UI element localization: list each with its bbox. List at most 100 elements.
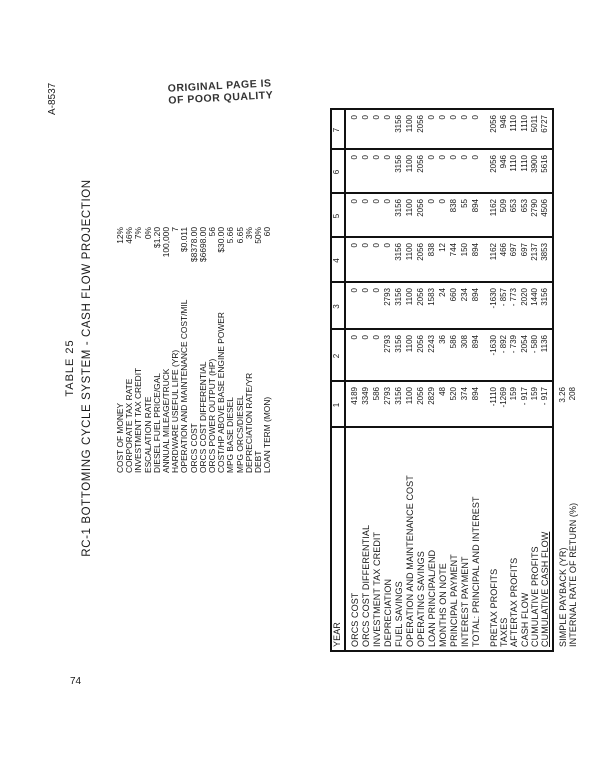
table-column-rule xyxy=(330,108,552,110)
table-row-cell: 0 xyxy=(449,115,458,120)
table-row-cell: 0 xyxy=(427,115,436,120)
profit-row-cell: -1630 xyxy=(489,335,498,356)
table-row-cell: 2829 xyxy=(427,387,436,405)
table-row-cell: 894 xyxy=(471,288,480,302)
table-row-cell: 0 xyxy=(361,335,370,340)
table-row-cell: 374 xyxy=(460,387,469,401)
profit-row-cell: - 917 xyxy=(519,387,529,406)
profit-row-cell: - 857 xyxy=(499,288,509,307)
table-column-rule xyxy=(330,236,552,238)
table-row-cell: 0 xyxy=(350,115,359,120)
table-row-cell: 0 xyxy=(383,155,392,160)
table-row-cell: 0 xyxy=(471,115,480,120)
summary-value: 3.26 xyxy=(558,387,567,403)
table-row-cell: 150 xyxy=(460,243,469,257)
profit-row-cell: 2137 xyxy=(529,243,539,261)
table-row-rule xyxy=(552,108,554,652)
profit-row-cell: 2790 xyxy=(529,199,539,217)
profit-row-label: AFTERTAX PROFITS xyxy=(509,557,520,647)
table-row-cell: 2793 xyxy=(383,288,392,306)
table-row-cell: 894 xyxy=(471,387,480,401)
table-row-cell: 3156 xyxy=(394,115,403,133)
table-row-cell: 48 xyxy=(438,387,447,396)
table-row-cell: 586 xyxy=(372,387,381,401)
profit-row-label: CUMULATIVE CASH FLOW xyxy=(540,531,550,647)
table-column-rule xyxy=(330,650,552,652)
profit-row-cell: 1162 xyxy=(489,243,498,261)
table-row-cell: 0 xyxy=(438,199,447,204)
profit-row-cell: 509 xyxy=(499,199,509,213)
profit-row-cell: 5616 xyxy=(540,155,549,173)
table-row-cell: 234 xyxy=(460,288,469,302)
table-number: TABLE 25 xyxy=(64,339,76,397)
table-row-label: DEPRECIATION xyxy=(383,578,393,647)
year-column-header: 7 xyxy=(332,127,341,133)
profit-row-cell: 6727 xyxy=(540,115,549,133)
table-row-cell: 0 xyxy=(460,115,469,120)
parameter-label: LOAN TERM (MON) xyxy=(262,396,273,473)
profit-row-cell: 1136 xyxy=(540,335,549,353)
table-row-cell: 2243 xyxy=(427,335,436,353)
table-column-rule xyxy=(330,380,552,382)
table-row-cell: 0 xyxy=(372,199,381,204)
table-row-cell: 3156 xyxy=(394,243,403,261)
summary-label: INTERNAL RATE OF RETURN (%) xyxy=(568,502,578,647)
table-row-cell: 308 xyxy=(460,335,469,349)
table-row-cell: 2056 xyxy=(416,335,425,353)
table-row-cell: 12 xyxy=(438,243,447,252)
table-row-cell: 0 xyxy=(372,155,381,160)
profit-row-cell: 466 xyxy=(499,243,509,257)
profit-row-cell: - 580 xyxy=(529,335,539,354)
table-row-cell: 0 xyxy=(372,243,381,248)
profit-row-cell: 1110 xyxy=(509,155,519,172)
table-row-cell: 3349 xyxy=(361,387,370,405)
document-id: A-8537 xyxy=(47,82,58,115)
table-row-cell: 3156 xyxy=(394,199,403,217)
profit-row-cell: 4506 xyxy=(540,199,549,217)
table-row-cell: 0 xyxy=(372,335,381,340)
table-column-rule xyxy=(330,148,552,150)
year-column-header: 5 xyxy=(332,213,341,219)
table-row-cell: 1100 xyxy=(405,199,414,217)
table-row-cell: 0 xyxy=(438,155,447,160)
profit-row-label: PRETAX PROFITS xyxy=(489,568,499,647)
table-row-cell: 1100 xyxy=(405,115,414,133)
table-row-cell: 1100 xyxy=(405,155,414,173)
table-row-cell: 0 xyxy=(361,155,370,160)
summary-label: SIMPLE PAYBACK (YR) xyxy=(558,547,568,647)
table-row-cell: 1100 xyxy=(405,243,414,261)
profit-row-cell: - 739 xyxy=(509,335,519,354)
year-column-header: 4 xyxy=(332,258,341,263)
profit-row-cell: - 773 xyxy=(509,288,519,307)
table-row-cell: 0 xyxy=(372,288,381,293)
table-row-cell: 3156 xyxy=(394,335,403,353)
table-row-cell: 55 xyxy=(460,199,469,208)
table-row-cell: 894 xyxy=(471,199,480,213)
table-row-cell: 24 xyxy=(438,288,447,297)
profit-row-cell: -1630 xyxy=(489,288,498,309)
profit-row-label: CASH FLOW xyxy=(519,592,530,647)
table-row-label: ORCS COST DIFFERENTIAL xyxy=(361,524,371,647)
profit-row-cell: 653 xyxy=(519,199,529,213)
table-row-cell: 0 xyxy=(383,115,392,120)
profit-row-cell: 3156 xyxy=(540,288,549,306)
profit-row-cell: 1110 xyxy=(519,115,529,132)
table-title: RC-1 BOTTOMING CYCLE SYSTEM - CASH FLOW … xyxy=(81,179,93,557)
table-row-cell: 0 xyxy=(449,155,458,160)
table-row-label: FUEL SAVINGS xyxy=(394,581,404,647)
table-row-cell: 4189 xyxy=(350,387,359,405)
table-row-cell: 36 xyxy=(438,335,447,344)
year-column-header: 1 xyxy=(332,402,341,408)
profit-row-cell: - 917 xyxy=(540,387,549,406)
table-column-rule xyxy=(330,328,552,330)
profit-row-cell: 159 xyxy=(529,387,539,401)
profit-row-cell: 1110 xyxy=(509,115,519,132)
table-row-cell: 3156 xyxy=(394,288,403,306)
table-row-cell: 0 xyxy=(471,155,480,160)
table-row-cell: 0 xyxy=(361,115,370,120)
table-row-label: PRINCIPAL PAYMENT xyxy=(449,554,459,647)
table-row-cell: 0 xyxy=(350,243,359,248)
table-row-cell: 2056 xyxy=(416,288,425,306)
profit-row-cell: 159 xyxy=(509,387,519,401)
